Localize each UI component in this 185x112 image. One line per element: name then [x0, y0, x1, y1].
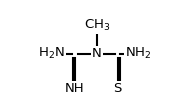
Text: N: N — [92, 47, 102, 60]
Text: H$_2$N: H$_2$N — [38, 46, 64, 61]
Text: S: S — [113, 82, 122, 95]
Text: NH$_2$: NH$_2$ — [125, 46, 152, 61]
Text: CH$_3$: CH$_3$ — [84, 18, 110, 33]
Text: NH: NH — [65, 82, 85, 95]
